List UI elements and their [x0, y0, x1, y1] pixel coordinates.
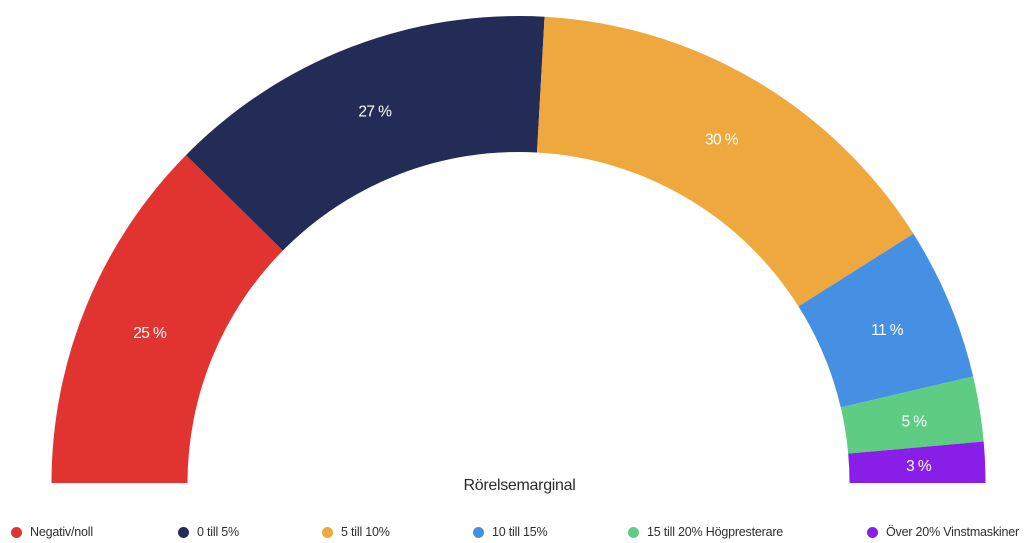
svg-text:30 %: 30 % — [705, 131, 739, 148]
svg-text:5 %: 5 % — [902, 414, 928, 431]
svg-text:3 %: 3 % — [906, 458, 932, 475]
svg-text:Rörelsemarginal: Rörelsemarginal — [464, 477, 576, 494]
svg-text:27 %: 27 % — [358, 104, 392, 121]
svg-text:25 %: 25 % — [133, 325, 167, 342]
svg-text:11 %: 11 % — [871, 322, 904, 339]
